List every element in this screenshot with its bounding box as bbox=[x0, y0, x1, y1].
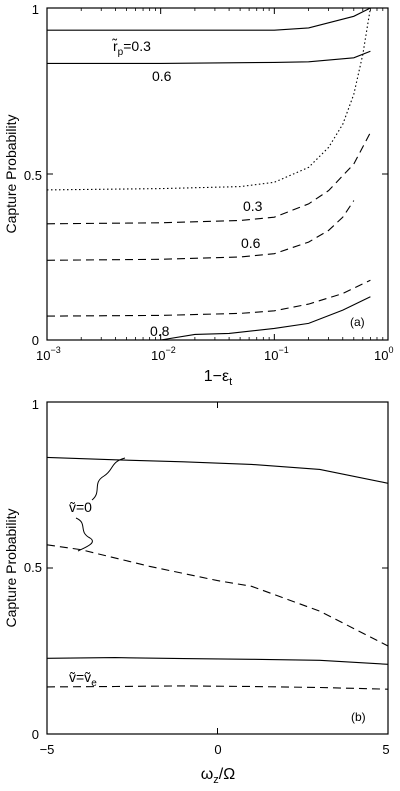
x-tick-label: 10−2 bbox=[151, 345, 176, 363]
panel-b: −5 0 5 0 0.5 1 ωz/Ω Capture Probability … bbox=[3, 397, 390, 786]
y-axis-label-a: Capture Probability bbox=[3, 114, 19, 233]
y-tick-label: 0.5 bbox=[24, 168, 42, 183]
annotation-ve: ṽ=ṽe bbox=[69, 669, 97, 689]
plot-frame-b bbox=[46, 401, 389, 735]
series-group-b bbox=[46, 456, 389, 690]
panel-label-a: (a) bbox=[350, 315, 365, 329]
x-tick-label: 100 bbox=[374, 345, 393, 363]
y-tick-label: 0.5 bbox=[24, 560, 42, 575]
series-line-solid bbox=[47, 50, 371, 64]
ticks-b bbox=[46, 401, 389, 735]
series-line-dashed bbox=[46, 685, 389, 690]
annotation-label: 0.6 bbox=[152, 68, 172, 84]
annotation-label: 0.6 bbox=[241, 235, 261, 251]
x-tick-label: −5 bbox=[40, 742, 55, 757]
y-tick-label: 0 bbox=[32, 727, 39, 742]
x-tick-label: 10−1 bbox=[264, 345, 289, 363]
x-tick-label: 5 bbox=[382, 742, 389, 757]
ticks-a bbox=[46, 7, 389, 341]
annotation-v0: ṽ=0 bbox=[69, 499, 92, 515]
x-axis-label-b: ωz/Ω bbox=[201, 766, 235, 786]
series-line-dotted bbox=[46, 7, 371, 191]
series-line-solid bbox=[160, 296, 371, 341]
annotation-leader-line bbox=[75, 517, 93, 552]
plot-frame-a bbox=[46, 7, 389, 341]
x-axis-label-a: 1−εt bbox=[204, 368, 232, 388]
y-tick-label: 0 bbox=[32, 333, 39, 348]
series-line-solid bbox=[46, 456, 389, 484]
annotation-leader-line bbox=[91, 457, 126, 501]
series-line-solid bbox=[46, 657, 389, 665]
annotation-rp: r̃p=0.3 bbox=[111, 37, 151, 58]
series-line-dashed bbox=[46, 544, 389, 647]
annotation-label: 0.8 bbox=[150, 323, 170, 339]
series-group-a bbox=[46, 7, 371, 341]
panel-a: 10−3 10−2 10−1 100 0 0.5 1 1−εt Capture … bbox=[3, 2, 393, 388]
series-line-dashed bbox=[46, 132, 371, 225]
x-tick-label: 0 bbox=[214, 742, 221, 757]
series-line-dashed bbox=[46, 200, 355, 261]
x-tick-label: 10−3 bbox=[36, 345, 61, 363]
y-axis-label-b: Capture Probability bbox=[3, 508, 19, 627]
series-line-solid bbox=[47, 7, 371, 31]
y-tick-label: 1 bbox=[32, 397, 39, 412]
annotation-label: 0.3 bbox=[243, 198, 263, 214]
y-tick-label: 1 bbox=[32, 2, 39, 17]
series-line-dashed bbox=[46, 279, 371, 317]
panel-label-b: (b) bbox=[351, 710, 366, 724]
